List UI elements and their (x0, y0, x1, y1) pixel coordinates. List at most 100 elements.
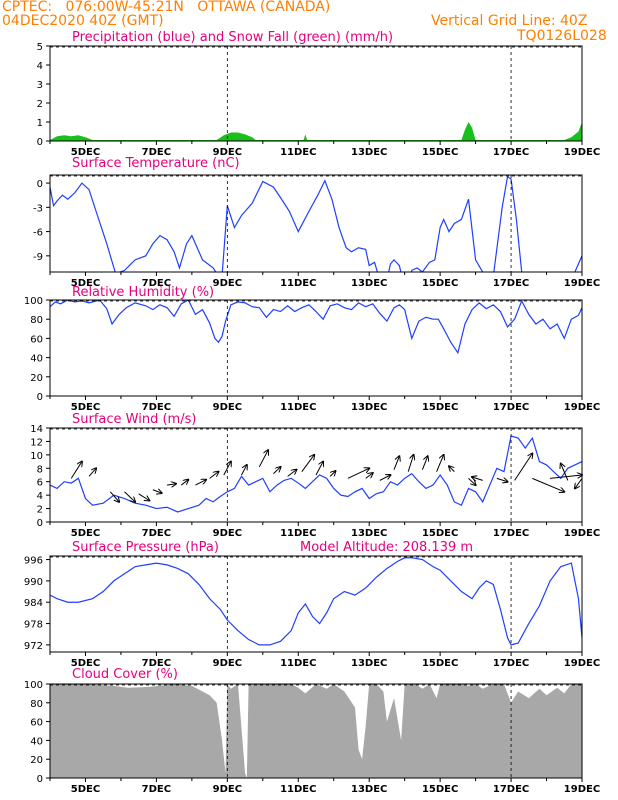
y-tick-label: 40 (30, 736, 43, 747)
wind-arrow (258, 450, 268, 468)
wind-arrow (347, 468, 369, 479)
y-tick-label: 0 (37, 518, 43, 529)
x-tick-label: 11DEC (280, 147, 316, 158)
wind-arrow (241, 465, 247, 476)
x-tick-label: 9DEC (213, 658, 242, 669)
wind-arrow (88, 468, 96, 477)
wind-arrow (124, 491, 135, 502)
wind-arrow (514, 454, 533, 481)
y-tick-label: 990 (24, 577, 43, 588)
wind-arrow (166, 484, 176, 485)
x-tick-label: 13DEC (351, 147, 387, 158)
x-tick-label: 15DEC (422, 402, 458, 413)
x-tick-label: 19DEC (564, 528, 600, 539)
x-tick-label: 17DEC (493, 658, 529, 669)
y-tick-label: 80 (30, 699, 43, 710)
panel-title-4: Surface Pressure (hPa) (72, 540, 219, 555)
series-area-0 (50, 122, 582, 141)
series-line-3 (50, 435, 582, 513)
series-area-5 (50, 684, 582, 778)
x-tick-label: 5DEC (71, 658, 100, 669)
panel-title-2: Relative Humidity (%) (72, 285, 214, 300)
panel-title-3: Surface Wind (m/s) (72, 412, 196, 427)
y-tick-label: 4 (37, 491, 43, 502)
y-tick-label: -3 (33, 203, 43, 214)
x-tick-label: 13DEC (351, 784, 387, 795)
y-tick-label: 984 (24, 598, 43, 609)
wind-arrow (532, 477, 564, 491)
vertical-grid-label: Vertical Grid Line: 40Z (431, 13, 588, 29)
y-tick-label: 0 (37, 774, 43, 785)
y-tick-label: 40 (30, 354, 43, 365)
wind-arrow (496, 478, 508, 481)
wind-arrow (315, 462, 323, 476)
x-tick-label: 19DEC (564, 147, 600, 158)
x-tick-label: 17DEC (493, 278, 529, 289)
x-tick-label: 11DEC (280, 402, 316, 413)
x-tick-label: 19DEC (564, 402, 600, 413)
y-tick-label: 2 (37, 505, 43, 516)
x-tick-label: 9DEC (213, 784, 242, 795)
x-tick-label: 5DEC (71, 528, 100, 539)
y-tick-label: 20 (30, 755, 43, 766)
y-tick-label: 100 (24, 296, 43, 307)
wind-arrow (421, 456, 427, 470)
x-tick-label: 9DEC (213, 278, 242, 289)
y-tick-label: 3 (37, 80, 43, 91)
model-altitude-label: Model Altitude: 208.139 m (300, 540, 473, 555)
x-tick-label: 7DEC (142, 784, 171, 795)
wind-arrow (152, 490, 162, 493)
x-tick-label: 5DEC (71, 784, 100, 795)
panel-frame-5 (49, 683, 583, 779)
x-tick-label: 11DEC (280, 658, 316, 669)
y-tick-label: -6 (33, 228, 43, 239)
y-tick-label: 978 (24, 620, 43, 631)
panel-title-1: Surface Temperature (nC) (72, 156, 240, 171)
x-tick-label: 15DEC (422, 658, 458, 669)
x-tick-label: 7DEC (142, 528, 171, 539)
y-tick-label: 0 (37, 392, 43, 403)
y-tick-label: 80 (30, 315, 43, 326)
wind-arrow (561, 464, 569, 481)
wind-arrow (407, 455, 413, 472)
wind-arrow (138, 493, 150, 501)
series-line-4 (50, 557, 582, 646)
series-line-1 (50, 175, 582, 272)
wind-arrow (273, 467, 280, 475)
x-tick-label: 15DEC (422, 784, 458, 795)
wind-arrow (365, 473, 373, 479)
x-tick-label: 5DEC (71, 147, 100, 158)
wind-arrow (287, 470, 297, 477)
x-tick-label: 9DEC (213, 528, 242, 539)
x-tick-label: 13DEC (351, 658, 387, 669)
wind-arrow (70, 462, 82, 479)
y-tick-label: 0 (37, 137, 43, 148)
x-tick-label: 17DEC (493, 147, 529, 158)
model-code-label: TQ0126L028 (517, 28, 607, 44)
y-tick-label: -9 (33, 252, 43, 263)
y-tick-label: 8 (37, 464, 43, 475)
x-tick-label: 11DEC (280, 784, 316, 795)
wind-arrow (468, 477, 476, 485)
panel-frame-4 (49, 555, 583, 653)
wind-arrow (472, 477, 483, 480)
y-tick-label: 996 (24, 556, 43, 567)
y-tick-label: 14 (30, 424, 43, 435)
panel-title-5: Cloud Cover (%) (72, 667, 178, 682)
x-tick-label: 17DEC (493, 402, 529, 413)
wind-arrow (436, 455, 444, 472)
panel-frame-1 (49, 174, 583, 273)
x-tick-label: 13DEC (351, 278, 387, 289)
y-tick-label: 60 (30, 334, 43, 345)
wind-arrow (180, 480, 188, 486)
x-tick-label: 5DEC (71, 402, 100, 413)
y-tick-label: 12 (30, 437, 43, 448)
station-header: CPTEC: 076:00W-45:21N OTTAWA (CANADA) (2, 0, 331, 15)
x-tick-label: 11DEC (280, 278, 316, 289)
y-tick-label: 0 (37, 179, 43, 190)
wind-arrow (329, 471, 335, 477)
x-tick-label: 17DEC (493, 784, 529, 795)
x-tick-label: 13DEC (351, 528, 387, 539)
x-tick-label: 15DEC (422, 147, 458, 158)
wind-arrow (449, 466, 455, 472)
